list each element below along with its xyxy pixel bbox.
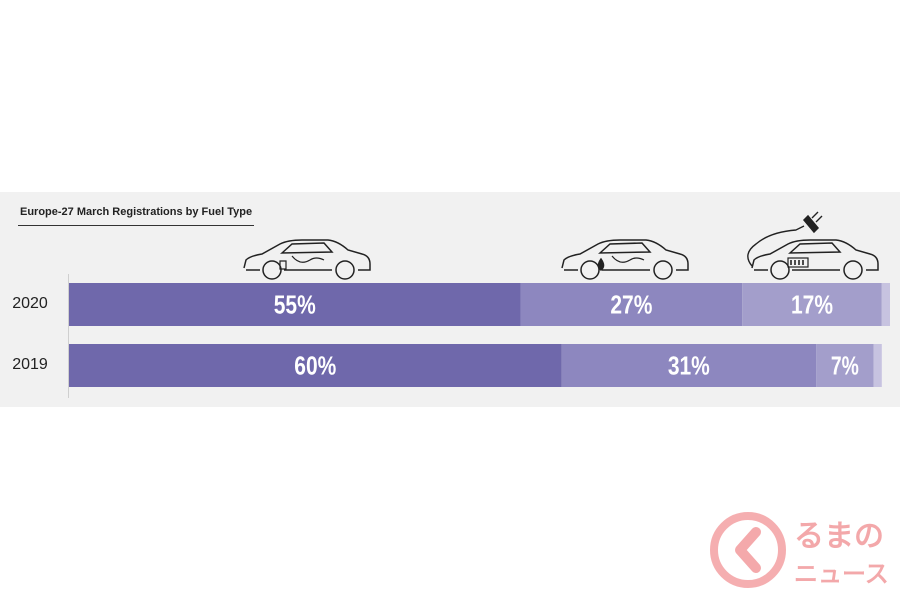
chart-title: Europe-27 March Registrations by Fuel Ty… (20, 206, 253, 218)
data-label-2019-segment-3: 7% (831, 351, 859, 381)
bar-2019-segment-3 (816, 344, 874, 387)
data-label-2020-segment-1: 55% (274, 290, 316, 320)
kuruma-no-news-logo: るまの ニュース (710, 512, 889, 588)
bar-2019-segment-4 (873, 344, 882, 387)
bar-2020-segment-3 (742, 283, 882, 326)
electric-car-icon (747, 211, 879, 280)
bar-2019-segment-2 (561, 344, 817, 387)
data-label-2019-segment-2: 31% (668, 351, 710, 381)
category-axis-line (68, 274, 69, 398)
bar-2019-segment-1 (69, 344, 562, 387)
logo-text-line2: ニュース (794, 560, 889, 588)
data-label-2019-segment-1: 60% (294, 351, 336, 381)
data-label-2020-segment-2: 27% (610, 290, 652, 320)
category-label-2019: 2019 (12, 356, 48, 373)
petrol-car-icon (243, 239, 371, 280)
data-label-2020-segment-3: 17% (791, 290, 833, 320)
diesel-car-icon (561, 239, 689, 280)
bar-2020-segment-2 (520, 283, 743, 326)
title-underline (18, 225, 254, 226)
bar-2020-segment-4 (881, 283, 890, 326)
bar-2020-segment-1 (69, 283, 521, 326)
logo-text-line1: るまの (794, 519, 884, 554)
category-label-2020: 2020 (12, 295, 48, 312)
